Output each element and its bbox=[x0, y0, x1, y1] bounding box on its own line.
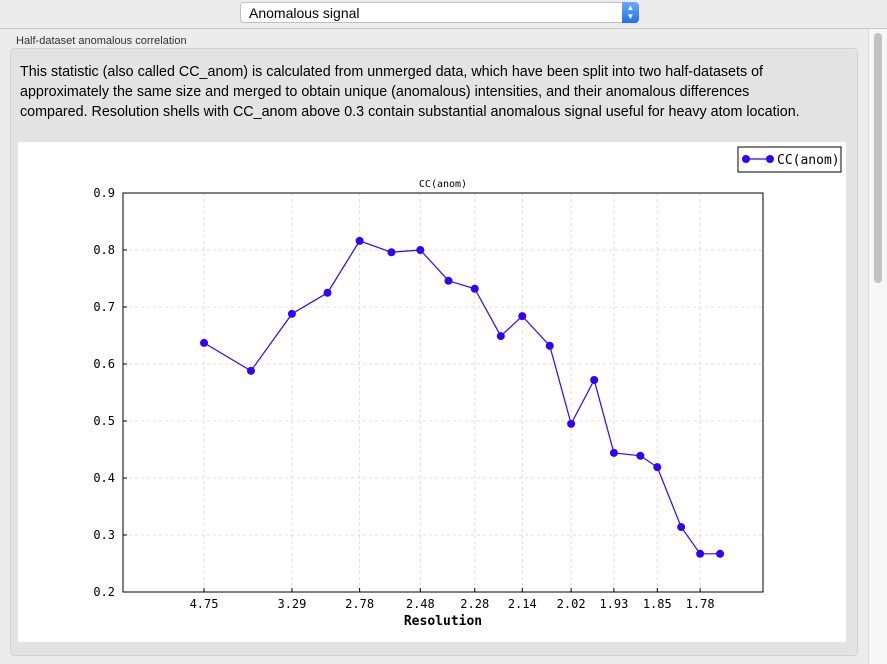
data-point bbox=[416, 246, 425, 254]
up-down-chevron-icon: ▲ ▼ bbox=[622, 2, 639, 23]
x-tick-label: 2.02 bbox=[557, 597, 586, 611]
x-tick-label: 1.85 bbox=[643, 597, 672, 611]
y-tick-label: 0.4 bbox=[93, 471, 115, 485]
x-tick-label: 4.75 bbox=[190, 597, 219, 611]
x-tick-label: 1.93 bbox=[599, 597, 628, 611]
scrollbar-thumb[interactable] bbox=[874, 33, 882, 283]
data-point bbox=[496, 332, 505, 341]
data-point bbox=[677, 523, 686, 532]
data-point bbox=[545, 341, 554, 350]
chart: 0.2 0.3 0.4 0.5 0.6 0.7 0.8 0.9 4.75 3.29 2.78 2.48… bbox=[93, 146, 842, 629]
data-point bbox=[470, 284, 479, 293]
data-point bbox=[636, 451, 645, 460]
data-point bbox=[323, 288, 332, 297]
y-tick-label: 0.3 bbox=[93, 528, 115, 542]
x-tick-label: 3.29 bbox=[277, 597, 306, 611]
data-point bbox=[653, 463, 662, 472]
x-tick-label: 2.14 bbox=[508, 597, 537, 611]
view-select-value: Anomalous signal bbox=[249, 5, 360, 21]
x-tick-label: 2.48 bbox=[406, 597, 435, 611]
data-point bbox=[246, 366, 255, 375]
view-select[interactable]: Anomalous signal ▲ ▼ bbox=[240, 2, 639, 23]
x-tick-label: 1.78 bbox=[686, 597, 715, 611]
data-point bbox=[355, 236, 364, 245]
data-point bbox=[287, 309, 296, 318]
data-point bbox=[200, 338, 209, 347]
legend-marker bbox=[766, 155, 774, 163]
y-tick-label: 0.7 bbox=[93, 300, 115, 314]
y-tick-label: 0.9 bbox=[93, 186, 115, 200]
chart-title: CC(anom) bbox=[419, 179, 467, 190]
data-point bbox=[387, 248, 396, 257]
plot-frame bbox=[122, 192, 764, 593]
toolbar: Anomalous signal ▲ ▼ bbox=[0, 0, 887, 29]
x-tick-label: 2.28 bbox=[460, 597, 489, 611]
chart-panel: 0.2 0.3 0.4 0.5 0.6 0.7 0.8 0.9 4.75 3.29 2.78 2.48… bbox=[18, 142, 846, 642]
data-point bbox=[609, 448, 618, 457]
series-line bbox=[203, 240, 721, 555]
y-tick-label: 0.6 bbox=[93, 357, 115, 371]
x-tick-label: 2.78 bbox=[345, 597, 374, 611]
description-text: This statistic (also called CC_anom) is … bbox=[20, 64, 800, 120]
data-point bbox=[567, 419, 576, 428]
data-point bbox=[518, 312, 527, 321]
y-tick-label: 0.8 bbox=[93, 243, 115, 257]
legend-marker bbox=[742, 155, 750, 163]
data-point bbox=[696, 549, 705, 558]
group-title: Half-dataset anomalous correlation bbox=[16, 35, 187, 47]
data-point bbox=[716, 549, 725, 558]
data-point bbox=[590, 375, 599, 384]
scrollbar[interactable] bbox=[868, 29, 887, 664]
x-axis-label: Resolution bbox=[404, 614, 482, 629]
y-tick-label: 0.5 bbox=[93, 414, 115, 428]
y-tick-label: 0.2 bbox=[93, 585, 115, 599]
legend-label: CC(anom) bbox=[777, 153, 840, 168]
data-point bbox=[444, 276, 453, 285]
